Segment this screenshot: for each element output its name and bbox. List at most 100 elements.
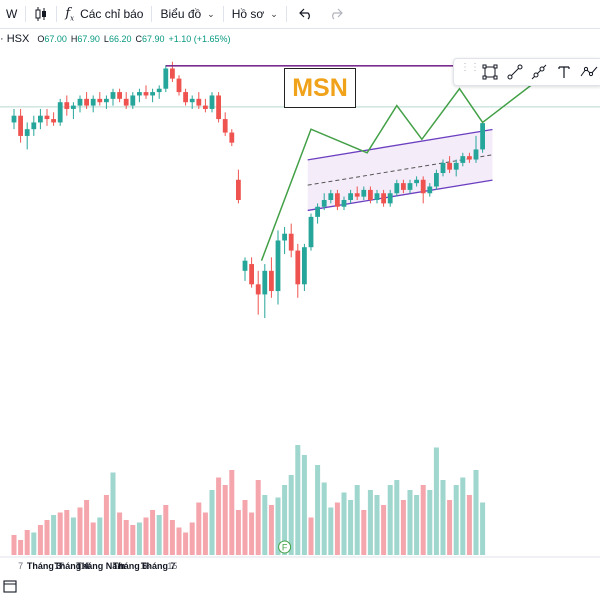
volume-bar: [103, 495, 109, 555]
chevron-down-icon: ⌄: [207, 8, 215, 19]
open-value: 67.00: [44, 34, 67, 44]
candle-body: [394, 183, 400, 194]
candle-body: [183, 92, 188, 103]
top-toolbar: W fx Các chỉ báo Biểu đồ ⌄ Hồ sơ ⌄: [0, 0, 600, 29]
volume-bar: [183, 532, 189, 555]
x-tick-label: Tháng 4: [54, 561, 89, 571]
candle-body: [447, 162, 452, 170]
change-value: +1.10 (+1.65%): [168, 34, 231, 44]
toolbar-divider: [151, 6, 153, 22]
redo-icon: [331, 8, 343, 20]
candle-body: [407, 183, 413, 190]
volume-bar: [130, 525, 136, 555]
projection-path: [260, 71, 550, 261]
candle-body: [117, 92, 122, 99]
volume-bar: [262, 495, 268, 555]
candle-body: [440, 162, 446, 174]
candle-body: [64, 102, 70, 109]
candle-body: [189, 98, 195, 103]
candle-body: [321, 200, 327, 207]
volume-bar: [288, 475, 294, 555]
candlestick-icon: [35, 7, 47, 21]
profile-dropdown[interactable]: Hồ sơ ⌄: [226, 0, 284, 28]
candle-body: [302, 247, 307, 285]
x-tick-label: 19: [113, 561, 123, 571]
candle-body: [467, 156, 472, 160]
volume-bar: [235, 510, 241, 555]
candle-body: [104, 98, 109, 103]
volume-bar: [407, 490, 413, 555]
candle-body: [275, 240, 281, 292]
x-tick-label: 15: [167, 561, 177, 571]
candle-body: [97, 98, 103, 103]
candle-body: [361, 189, 367, 197]
channel-upper-line: [307, 128, 493, 161]
drag-handle-icon[interactable]: ⋮⋮: [460, 62, 480, 73]
volume-bar: [90, 522, 96, 555]
high-label: H: [70, 34, 78, 44]
volume-bar: [31, 532, 37, 555]
candle-body: [236, 179, 241, 200]
candle-body: [288, 233, 294, 251]
volume-bar: [374, 495, 380, 555]
candle-body: [414, 179, 419, 184]
candle-body: [348, 193, 353, 200]
candle-body: [176, 78, 182, 93]
ohlc-legend: · HSX O 67.00 H 67.90 L 66.20 C 67.90 +1.10 …: [0, 32, 235, 46]
volume-bar: [268, 505, 274, 555]
text-tool-button[interactable]: [552, 59, 577, 85]
drawing-toolbar: ⋮⋮: [453, 58, 600, 86]
volume-bar: [328, 507, 334, 555]
trend-line-tool-button[interactable]: [503, 59, 528, 85]
candle-body: [123, 98, 129, 106]
path-tool-button[interactable]: [576, 59, 600, 85]
trend-line-icon: [507, 64, 523, 80]
chart-annotation-title: MSN: [284, 68, 356, 108]
candle-body: [387, 193, 393, 204]
candle-body: [242, 260, 248, 271]
indicators-label: Các chỉ báo: [80, 7, 144, 21]
candle-body: [368, 189, 373, 200]
volume-bar: [295, 445, 301, 555]
indicators-button[interactable]: fx Các chỉ báo: [59, 0, 149, 28]
chart-type-dropdown[interactable]: Biểu đồ ⌄: [154, 0, 220, 28]
x-tick-label: 17: [54, 561, 64, 571]
volume-bar: [341, 492, 347, 555]
volume-bar: [440, 480, 446, 555]
volume-bar: [156, 515, 162, 555]
undo-button[interactable]: [289, 0, 323, 28]
volume-bar: [348, 500, 354, 555]
candle-body: [249, 264, 254, 285]
ray-tool-button[interactable]: [527, 59, 552, 85]
volume-bar: [301, 455, 307, 555]
volume-bar: [242, 500, 248, 555]
rectangle-tool-button[interactable]: [478, 59, 503, 85]
volume-bar: [110, 472, 116, 555]
close-label: C: [135, 34, 142, 44]
candle-body: [196, 98, 202, 106]
chevron-down-icon: ⌄: [270, 8, 278, 19]
interval-button[interactable]: W: [0, 0, 23, 28]
volume-bar: [11, 535, 17, 555]
volume-bar: [249, 512, 255, 555]
candle-body: [57, 102, 63, 123]
volume-bar: [209, 490, 215, 555]
candle-body: [427, 186, 433, 194]
candle-body: [262, 270, 268, 295]
volume-bar: [354, 485, 360, 555]
redo-button[interactable]: [323, 0, 349, 28]
toolbar-divider: [222, 6, 224, 22]
volume-bar: [460, 477, 466, 555]
candle-body: [44, 115, 50, 120]
candle-style-button[interactable]: [28, 0, 54, 28]
volume-bar: [473, 470, 479, 555]
candle-body: [473, 149, 479, 160]
chart-type-label: Biểu đồ: [160, 7, 202, 21]
x-tick-label: 16: [140, 561, 150, 571]
volume-bar: [222, 485, 228, 555]
volume-bar: [466, 495, 472, 555]
candle-body: [38, 115, 43, 123]
x-tick-label: Tháng 3: [27, 561, 62, 571]
candle-body: [341, 200, 347, 207]
